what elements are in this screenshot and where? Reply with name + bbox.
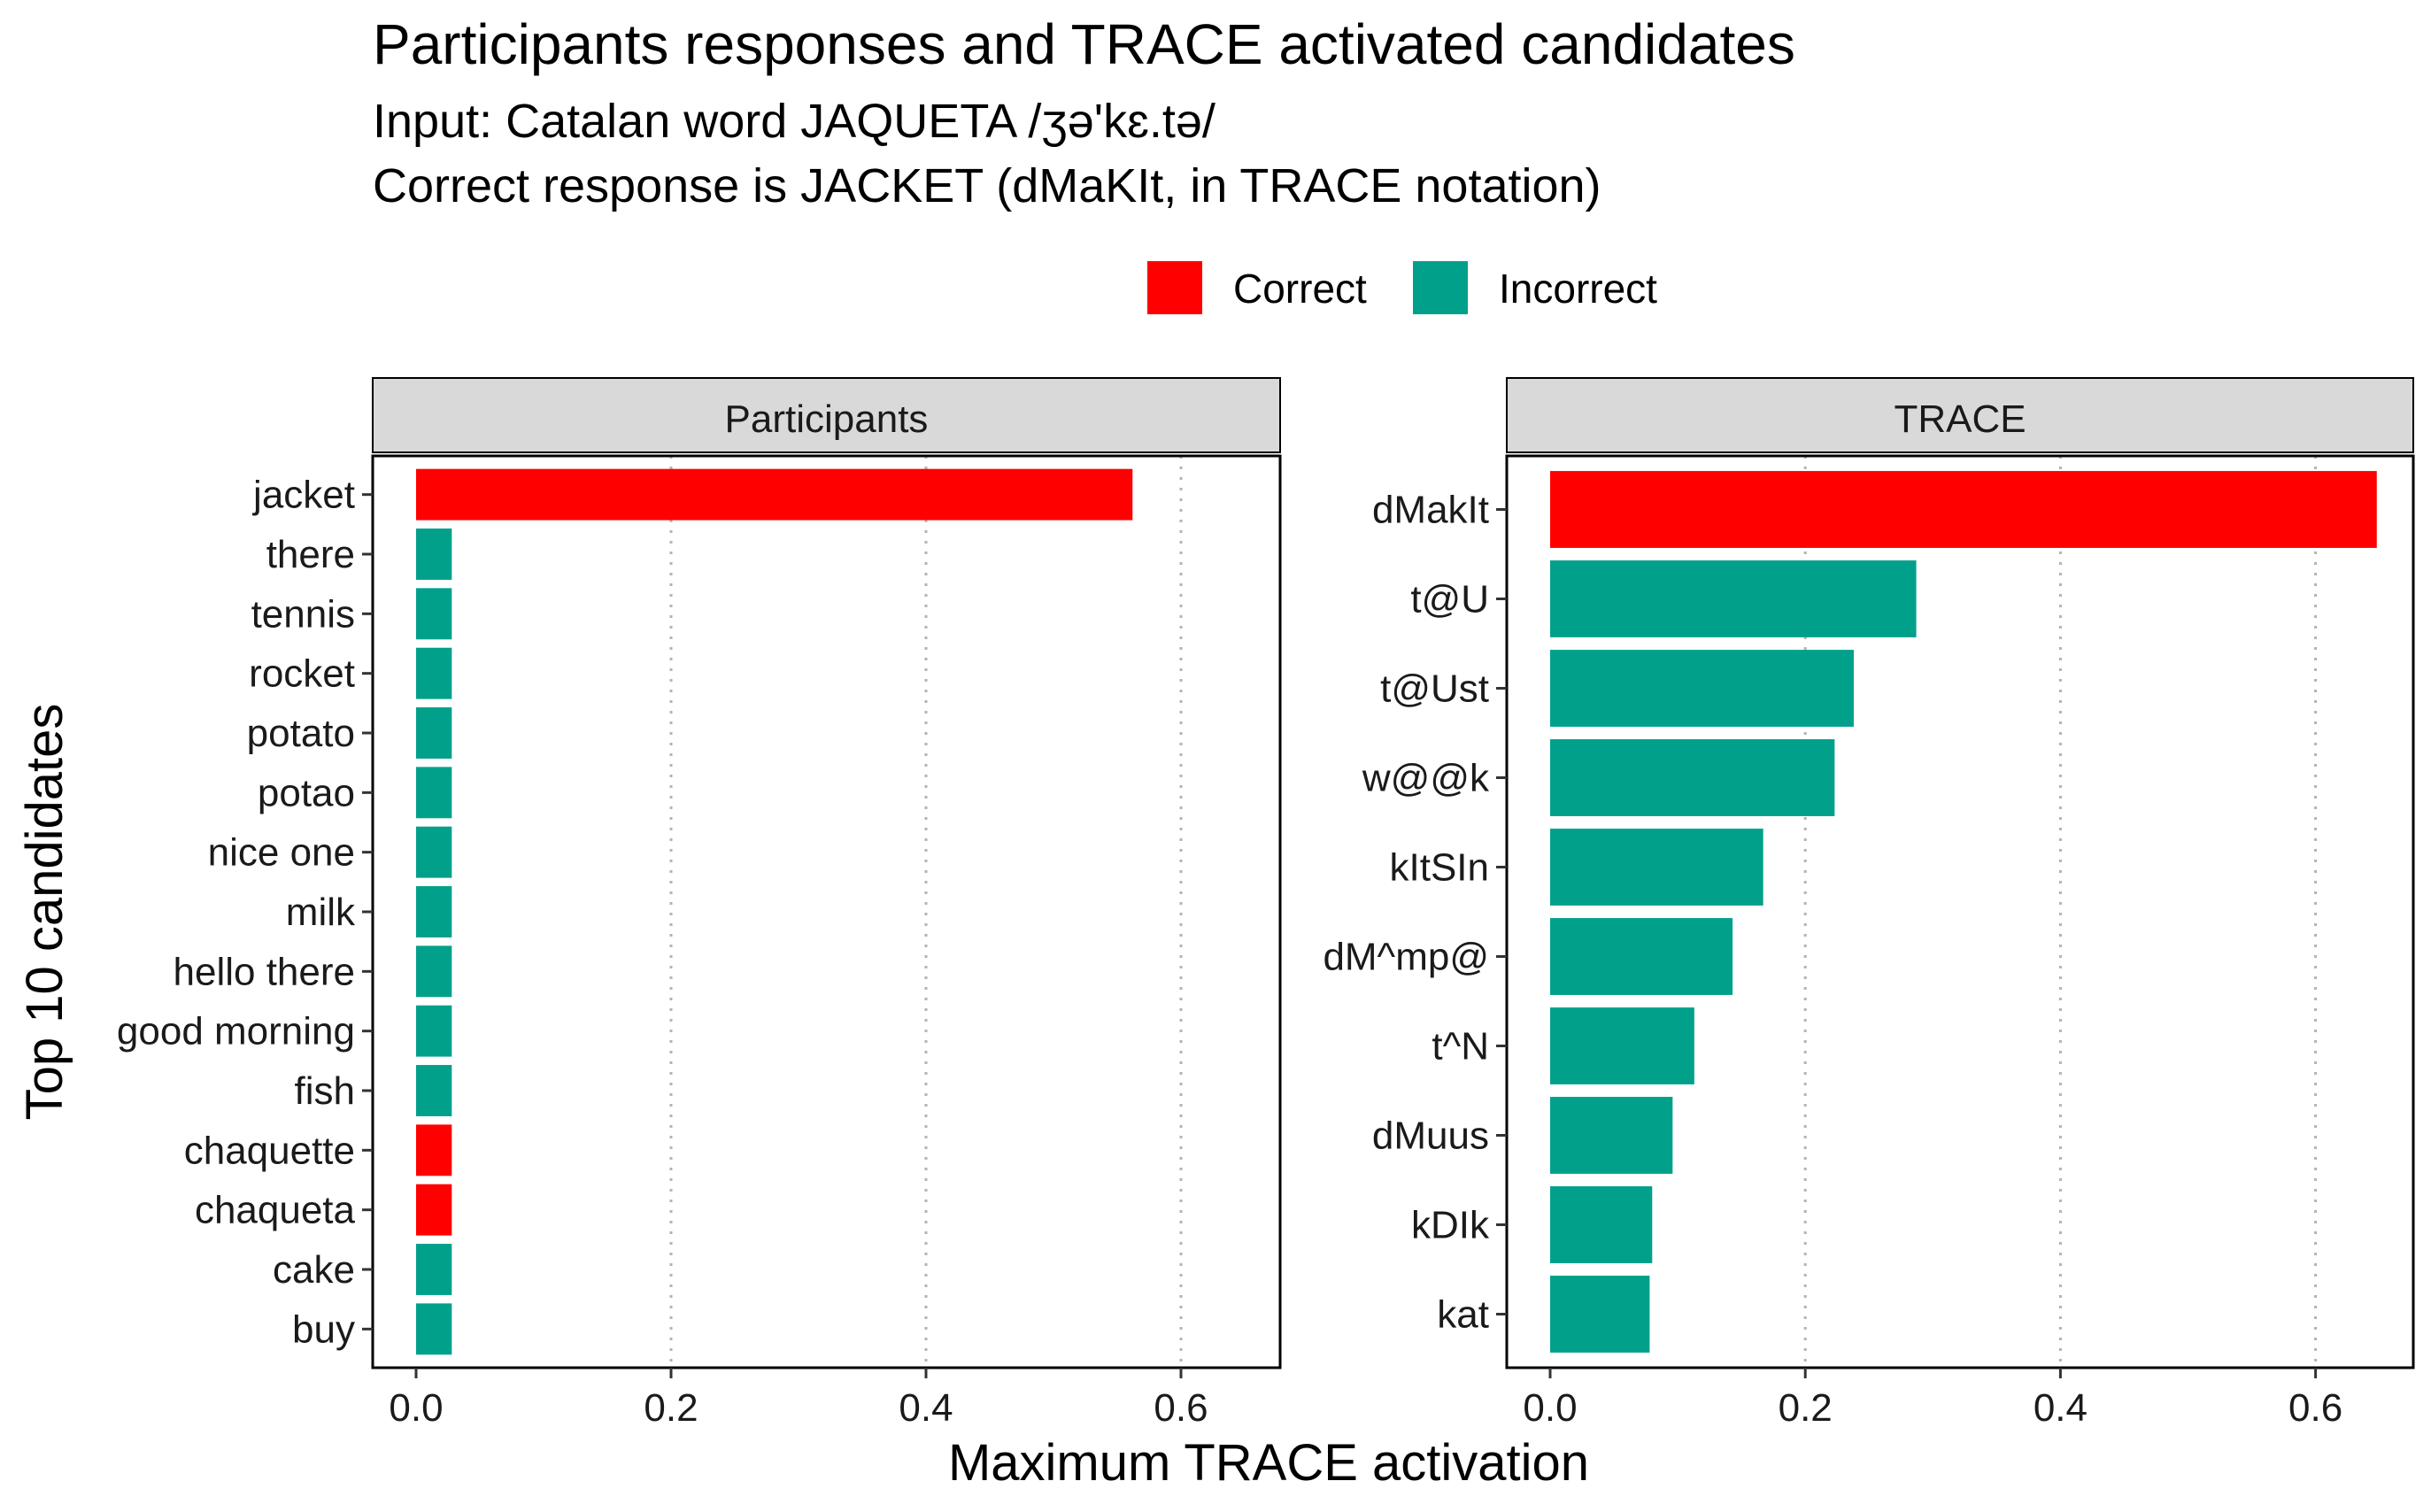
y-tick-label: hello there xyxy=(174,950,355,993)
chart-subtitle-line-2: Correct response is JACKET (dMaKIt, in T… xyxy=(373,159,1601,212)
y-tick-label: rocket xyxy=(249,652,355,696)
bar-trace xyxy=(1550,918,1733,995)
bar-trace xyxy=(1550,650,1854,727)
y-tick-label: w@@k xyxy=(1362,757,1490,800)
bar-trace xyxy=(1550,1007,1694,1084)
panel-strip-label-trace: TRACE xyxy=(1894,397,2026,441)
y-tick-label: milk xyxy=(286,891,356,934)
x-tick-label: 0.6 xyxy=(2288,1386,2342,1430)
x-tick-label: 0.4 xyxy=(2034,1386,2088,1430)
y-tick-label: kItSIn xyxy=(1390,846,1490,890)
panel-strip-trace xyxy=(1506,377,2414,453)
y-tick-label: there xyxy=(266,533,355,576)
y-tick-label: potao xyxy=(258,771,355,814)
bar-trace xyxy=(1550,1276,1650,1353)
x-tick-label: 0.2 xyxy=(1779,1386,1833,1430)
y-tick-label: t@U xyxy=(1410,578,1489,621)
chart-title: Participants responses and TRACE activat… xyxy=(373,12,1795,76)
bar-participants xyxy=(416,1065,452,1116)
y-tick-label: cake xyxy=(273,1248,355,1292)
x-axis-label: Maximum TRACE activation xyxy=(948,1434,1589,1492)
x-tick-label: 0.0 xyxy=(1523,1386,1577,1430)
x-tick-label: 0.0 xyxy=(389,1386,443,1430)
y-tick-label: nice one xyxy=(208,831,355,875)
panel-participants: Participants jacket there tennis rocket pota… xyxy=(117,377,1282,1430)
bar-participants xyxy=(416,1005,452,1057)
panel-frame-trace xyxy=(1505,454,2415,1369)
bar-participants xyxy=(416,826,452,878)
panel-strip-participants xyxy=(372,377,1281,453)
panel-strip-label-participants: Participants xyxy=(725,397,929,441)
bar-participants xyxy=(416,528,452,580)
panel-trace: TRACE dMakIt t@U t@Ust w@@k kItSIn dM^mp@ t^N d… xyxy=(1323,377,2415,1430)
y-tick-label: kat xyxy=(1437,1293,1489,1337)
y-tick-label: dMakIt xyxy=(1372,489,1489,532)
y-tick-label: jacket xyxy=(251,474,355,517)
bar-trace xyxy=(1550,829,1763,906)
legend-label-correct: Correct xyxy=(1233,266,1367,312)
y-axis-label: Top 10 candidates xyxy=(16,704,73,1121)
bar-participants xyxy=(416,1124,452,1176)
bar-participants xyxy=(416,1303,452,1355)
y-tick-label: dM^mp@ xyxy=(1323,936,1489,979)
bar-participants xyxy=(416,767,452,819)
bar-participants xyxy=(416,647,452,699)
y-tick-label: dMuus xyxy=(1372,1115,1489,1158)
bar-trace xyxy=(1550,471,2377,548)
y-tick-label: good morning xyxy=(117,1010,355,1053)
y-tick-label: buy xyxy=(292,1308,355,1351)
y-tick-label: t^N xyxy=(1432,1025,1489,1068)
x-tick-label: 0.2 xyxy=(644,1386,698,1430)
y-tick-label: chaqueta xyxy=(195,1189,356,1232)
y-tick-label: potato xyxy=(247,712,355,755)
bar-participants xyxy=(416,1244,452,1295)
bar-trace xyxy=(1550,739,1835,816)
legend-swatch-incorrect xyxy=(1413,261,1468,314)
y-tick-label: fish xyxy=(295,1069,355,1113)
bar-participants xyxy=(416,945,452,998)
x-tick-label: 0.4 xyxy=(899,1386,953,1430)
bar-participants xyxy=(416,707,452,759)
bar-trace xyxy=(1550,1097,1673,1174)
y-tick-label: chaquette xyxy=(184,1129,355,1172)
x-tick-label: 0.6 xyxy=(1154,1386,1208,1430)
bar-participants xyxy=(416,1184,452,1236)
bar-participants xyxy=(416,588,452,640)
bar-participants xyxy=(416,468,1133,521)
chart-subtitle-line-1: Input: Catalan word JAQUETA /ʒə'kɛ.tə/ xyxy=(373,95,1216,148)
bar-participants xyxy=(416,886,452,937)
y-tick-label: kDIk xyxy=(1411,1204,1490,1247)
y-tick-label: t@Ust xyxy=(1380,667,1489,711)
bar-trace xyxy=(1550,1186,1653,1263)
legend-swatch-correct xyxy=(1147,261,1202,314)
bar-trace xyxy=(1550,560,1917,637)
legend-label-incorrect: Incorrect xyxy=(1499,266,1657,312)
y-tick-label: tennis xyxy=(251,592,355,636)
chart-legend: Correct Incorrect xyxy=(1147,261,1657,314)
